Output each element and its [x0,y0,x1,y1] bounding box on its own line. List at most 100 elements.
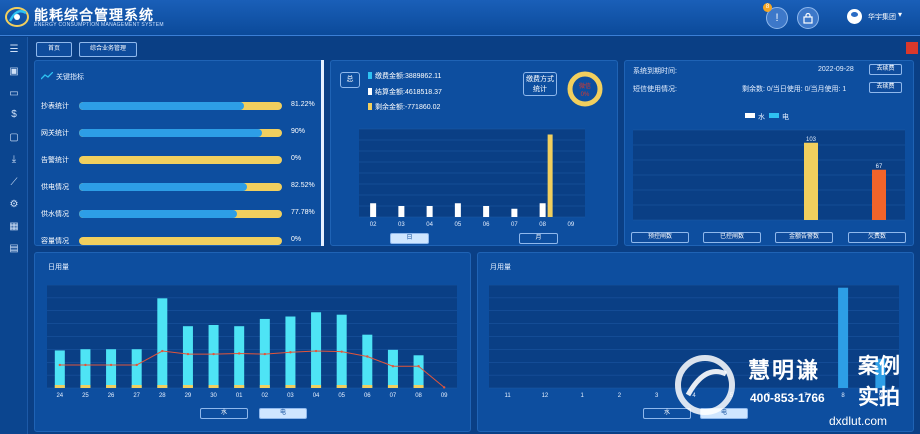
logo-icon [5,7,29,27]
kpi-percent: 0% [291,155,302,162]
x-tick-label: 09 [441,393,448,399]
kpi-title: 关键指标 [56,74,84,81]
daily-bar-base [106,385,117,388]
precontrol-button[interactable]: 预控闸数 [631,232,689,243]
arrears-button[interactable]: 欠费数 [848,232,906,243]
settings-doc-icon[interactable]: ⚙ [9,199,19,210]
daily-bar [387,349,398,388]
daily-bar-base [362,385,373,388]
legend-paid: 缴费金额:3889862.11 [368,71,441,81]
monitor-icon[interactable]: ▣ [9,66,19,77]
legend-water: 水 [758,114,765,121]
kpi-percent: 0% [291,236,302,243]
kpi-label: 供电情况 [41,184,69,191]
amount-alarm-button[interactable]: 金额告警数 [775,232,833,243]
daily-title: 日用量 [48,264,69,271]
lock-icon[interactable] [797,7,819,29]
tab-water[interactable]: 水 [200,408,248,419]
x-tick-label: 02 [370,222,377,228]
download-icon[interactable]: ⤓ [11,154,17,165]
daily-chart: 24 25 26 27 28 29 30 01 02 03 04 05 06 07 08 09 [47,285,457,399]
total-tag: 总 [340,72,360,88]
trend-point [186,352,190,356]
x-tick-label: 28 [159,393,166,399]
daily-bar-base [80,385,91,388]
daily-bar [234,326,245,388]
renew-button-2[interactable]: 去续费 [869,82,902,93]
legend-elec-swatch [769,113,779,118]
kpi-progress-fill [79,210,237,218]
daily-bar [131,349,142,388]
x-tick-label: 01 [236,393,243,399]
x-tick-label: 27 [133,393,140,399]
panel-scrollbar[interactable] [321,60,324,246]
chart-icon[interactable]: ⟋ [10,177,18,188]
expire-label: 系统到期时间: [633,68,677,75]
x-tick-label: 04 [426,222,433,228]
ring-value: 0% [581,92,590,98]
screen-icon[interactable]: ▢ [9,132,19,143]
payment-method-label[interactable]: 缴费方式统计 [523,72,557,96]
tab-elec[interactable]: 电 [259,408,307,419]
tab-month[interactable]: 月 [519,233,558,244]
sms-info: 剩余数: 0/当日使用: 0/当月使用: 1 [742,86,847,93]
system-bar [872,169,886,220]
x-tick-label: 09 [568,222,575,228]
controlled-button[interactable]: 已控闸数 [703,232,761,243]
daily-trend-line [59,350,445,388]
trend-point [58,363,62,367]
breadcrumb-current[interactable]: 综合业务管理 [79,42,137,57]
kpi-progress-bar [79,102,282,110]
daily-bar [362,334,373,388]
x-tick-label: 11 [505,393,512,399]
folder-icon[interactable]: ▭ [9,88,19,99]
trend-point [161,349,164,353]
x-tick-label: 8 [841,393,845,399]
trend-point [212,352,215,356]
x-tick-label: 06 [364,393,371,399]
payment-bar [426,206,433,217]
grid-icon[interactable]: ▦ [9,221,19,232]
expire-date: 2022-09-28 [818,66,854,73]
monthly-bar [875,358,886,388]
legend-settled: 结算金额:4618518.37 [368,87,442,97]
breadcrumb-home[interactable]: 首页 [36,42,72,57]
payment-bar [398,206,405,217]
tab-water-monthly[interactable]: 水 [643,408,691,419]
daily-bar [80,349,91,388]
user-icon[interactable] [847,9,862,24]
kpi-panel [34,60,324,246]
daily-bar-base [157,385,168,388]
kpi-progress-fill [79,102,244,110]
legend-balance: 剩余金额:-771860.02 [368,102,440,112]
dollar-icon[interactable]: $ [11,109,17,120]
x-tick-label: 7 [804,393,808,399]
menu-icon[interactable]: ☰ [9,44,19,55]
trend-icon [41,72,53,80]
watermark-phone: 400-853-1766 [750,391,825,405]
daily-bar [54,350,65,388]
daily-bar [182,326,193,388]
tab-day[interactable]: 日 [390,233,429,244]
payment-bar [483,206,490,217]
x-tick-label: 2 [618,393,622,399]
x-tick-label: 3 [655,393,659,399]
alert-icon[interactable]: ! [766,7,788,29]
kpi-label: 网关统计 [41,130,69,137]
sidebar: ☰ ▣ ▭ $ ▢ ⤓ ⟋ ⚙ ▦ ▤ [0,37,28,434]
x-tick-label: 04 [313,393,320,399]
close-icon[interactable] [906,42,918,54]
kpi-label: 告警统计 [41,157,69,164]
report-icon[interactable]: ▤ [9,243,19,254]
kpi-percent: 81.22% [291,101,315,108]
daily-bar-base [234,385,245,388]
renew-button[interactable]: 去续费 [869,64,902,75]
payment-bar [454,203,461,217]
trend-point [340,350,343,353]
daily-bar-base [413,385,424,388]
watermark-photo: 实拍 [858,386,900,409]
user-name[interactable]: 华宇集团 [868,14,896,21]
chevron-down-icon[interactable]: ▾ [898,10,903,19]
daily-bar-base [54,385,65,388]
daily-bar-base [311,385,322,388]
